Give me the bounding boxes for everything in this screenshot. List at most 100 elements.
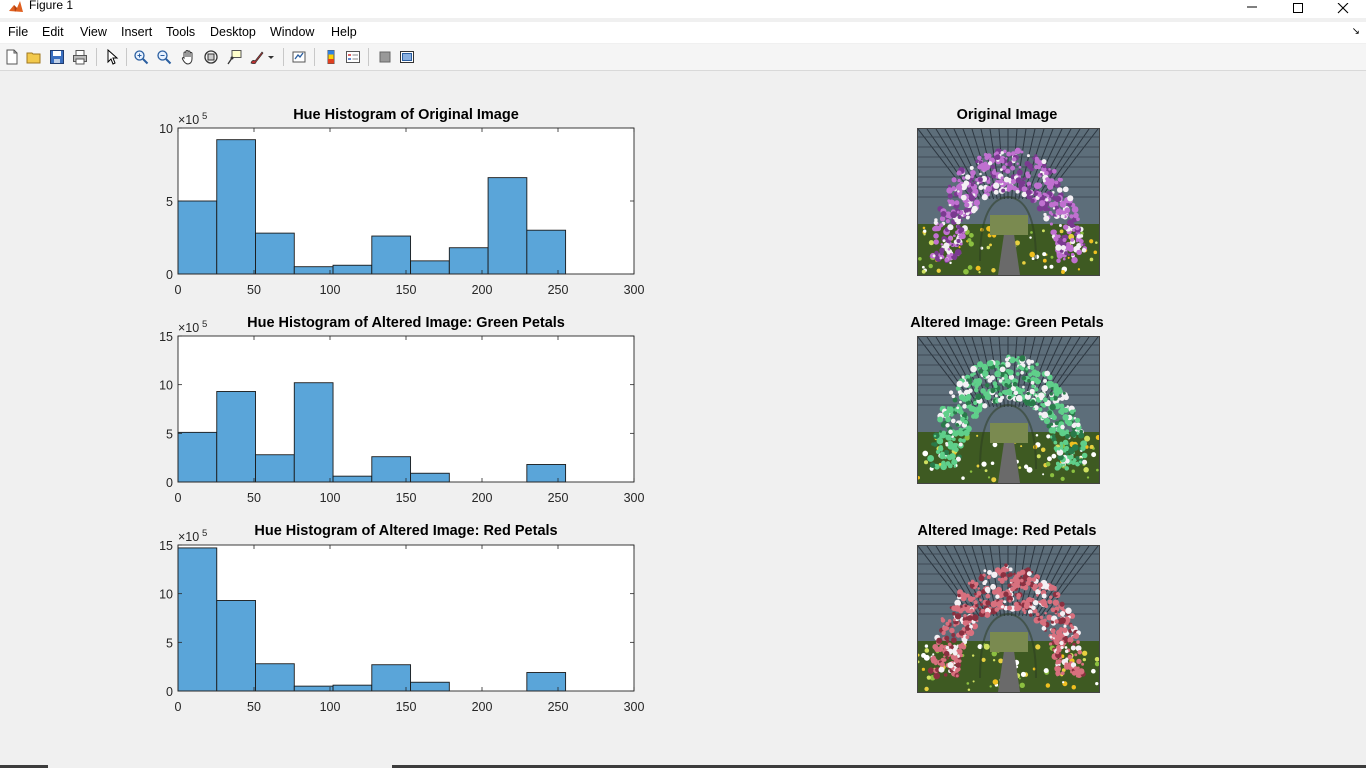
y-tick-label: 10 [159, 588, 173, 602]
menu-window[interactable]: Window [270, 25, 315, 39]
save-icon[interactable] [49, 49, 65, 65]
histogram-bar [410, 472, 450, 483]
axis-exponent-power: 5 [202, 528, 207, 539]
histogram-bar [216, 600, 256, 692]
histogram-bar [177, 431, 218, 483]
close-icon [1337, 3, 1349, 14]
x-tick-label: 100 [320, 283, 341, 297]
histogram-bar [526, 672, 567, 692]
histogram-bar [332, 264, 373, 275]
histogram-bar [255, 454, 295, 483]
x-tick-label: 200 [472, 283, 493, 297]
zoom-in-icon[interactable] [133, 49, 149, 65]
data-cursor-icon[interactable] [226, 49, 242, 65]
insert-legend-icon[interactable] [345, 49, 361, 65]
taskbar-edge [0, 765, 48, 768]
edit-plot-icon[interactable] [104, 49, 120, 65]
histogram-bar [332, 475, 373, 483]
histogram-bar [371, 664, 412, 692]
show-plot-tools-icon[interactable] [399, 49, 415, 65]
histogram-bar [255, 663, 295, 692]
image-title: Original Image [956, 107, 1058, 123]
x-tick-label: 0 [175, 700, 182, 714]
y-tick-label: 5 [166, 636, 173, 650]
taskbar-edge [392, 765, 1366, 768]
figure-toolbar [0, 44, 1366, 71]
y-tick-label: 10 [159, 122, 173, 136]
y-tick-label: 0 [166, 685, 173, 699]
dock-arrow-icon[interactable]: ↘ [1351, 26, 1360, 37]
axis-exponent: ×10 [178, 113, 199, 127]
x-tick-label: 50 [247, 491, 261, 505]
x-tick-label: 50 [247, 283, 261, 297]
menu-insert[interactable]: Insert [121, 25, 153, 39]
histogram-bar [293, 266, 334, 275]
y-tick-label: 0 [166, 476, 173, 490]
matlab-logo-icon [9, 1, 23, 12]
minimize-button[interactable] [1229, 0, 1275, 18]
menu-desktop[interactable]: Desktop [210, 25, 256, 39]
x-tick-label: 250 [548, 700, 569, 714]
window-titlebar: Figure 1 [0, 0, 1366, 18]
toolbar-separator [283, 48, 284, 66]
chart-title: Hue Histogram of Altered Image: Green Pe… [247, 315, 565, 331]
histogram-bar [293, 382, 334, 483]
histogram-bar [410, 681, 450, 692]
green-petals-image [917, 336, 1100, 484]
histogram-bar [255, 232, 295, 275]
x-tick-label: 150 [396, 700, 417, 714]
toolbar-separator [126, 48, 127, 66]
close-button[interactable] [1320, 0, 1366, 18]
x-tick-label: 300 [624, 700, 645, 714]
histogram-bar [410, 260, 450, 275]
insert-colorbar-icon[interactable] [323, 49, 339, 65]
axis-exponent: ×10 [178, 530, 199, 544]
x-tick-label: 150 [396, 491, 417, 505]
x-tick-label: 0 [175, 491, 182, 505]
zoom-out-icon[interactable] [156, 49, 172, 65]
y-tick-label: 5 [166, 427, 173, 441]
toolbar-separator [314, 48, 315, 66]
axis-exponent-power: 5 [202, 111, 207, 122]
x-tick-label: 250 [548, 283, 569, 297]
x-tick-label: 100 [320, 700, 341, 714]
menu-help[interactable]: Help [331, 25, 357, 39]
histogram-bar [487, 177, 528, 275]
toolbar-separator [96, 48, 97, 66]
x-tick-label: 50 [247, 700, 261, 714]
menu-tools[interactable]: Tools [166, 25, 196, 39]
histogram-bar [216, 139, 256, 275]
image-title: Altered Image: Green Petals [910, 315, 1104, 331]
maximize-icon [1293, 3, 1303, 13]
histogram-bar [177, 547, 218, 692]
x-tick-label: 200 [472, 491, 493, 505]
hide-plot-tools-icon[interactable] [377, 49, 393, 65]
maximize-button[interactable] [1275, 0, 1321, 18]
x-tick-label: 150 [396, 283, 417, 297]
x-tick-label: 300 [624, 283, 645, 297]
chevron-down-icon[interactable] [266, 49, 276, 65]
print-icon[interactable] [72, 49, 88, 65]
brush-icon[interactable] [249, 49, 265, 65]
menu-file[interactable]: File [8, 25, 29, 39]
y-tick-label: 0 [166, 268, 173, 282]
axis-exponent: ×10 [178, 321, 199, 335]
link-plot-icon[interactable] [291, 49, 307, 65]
y-tick-label: 10 [159, 379, 173, 393]
x-tick-label: 100 [320, 491, 341, 505]
pan-icon[interactable] [180, 49, 196, 65]
histogram-bar [293, 685, 334, 692]
chart-title: Hue Histogram of Altered Image: Red Peta… [254, 523, 558, 539]
conservatory-photo [918, 337, 1099, 483]
new-figure-icon[interactable] [4, 49, 20, 65]
menu-edit[interactable]: Edit [42, 25, 64, 39]
y-tick-label: 15 [159, 330, 173, 344]
y-tick-label: 15 [159, 539, 173, 553]
open-file-icon[interactable] [26, 49, 42, 65]
rotate-3d-icon[interactable] [203, 49, 219, 65]
histogram-bar [371, 456, 412, 483]
histogram-bar [216, 391, 256, 483]
x-tick-label: 0 [175, 283, 182, 297]
menu-view[interactable]: View [80, 25, 107, 39]
